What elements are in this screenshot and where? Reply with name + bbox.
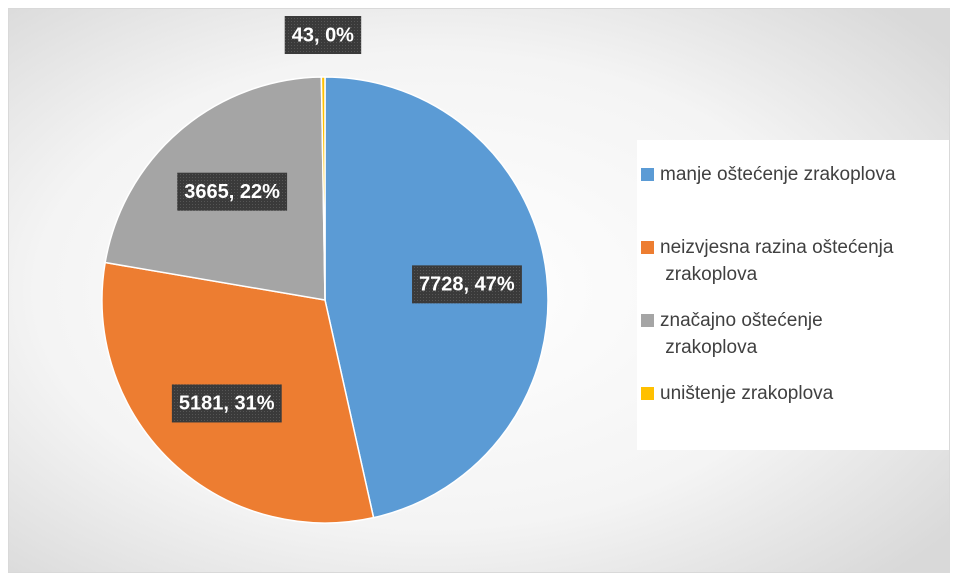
value-label: 3665, 22%	[184, 181, 280, 203]
value-label: 43, 0%	[292, 24, 354, 46]
legend-swatch	[641, 168, 654, 181]
legend-text: uništenje zrakoplova	[660, 383, 834, 404]
value-label-box	[177, 172, 288, 211]
value-label-box	[412, 265, 522, 304]
legend-text: neizvjesna razina oštećenja zrakoplova	[660, 237, 894, 285]
value-label: 5181, 31%	[179, 393, 275, 415]
legend-swatch	[641, 241, 654, 254]
pie-slice	[320, 76, 326, 301]
legend-text: značajno oštećenje zrakoplova	[660, 310, 823, 358]
value-label: 7728, 47%	[419, 274, 515, 296]
value-label-group: 43, 0%	[284, 16, 362, 55]
value-label-group: 7728, 47%	[412, 265, 522, 304]
legend-swatch	[641, 387, 654, 400]
value-label-group: 5181, 31%	[171, 384, 282, 423]
value-label-group: 3665, 22%	[177, 172, 288, 211]
value-label-box	[171, 384, 282, 423]
legend-text: manje oštećenje zrakoplova	[660, 164, 896, 185]
value-label-box	[284, 16, 362, 55]
legend-box	[637, 140, 949, 450]
legend-swatch	[641, 314, 654, 327]
